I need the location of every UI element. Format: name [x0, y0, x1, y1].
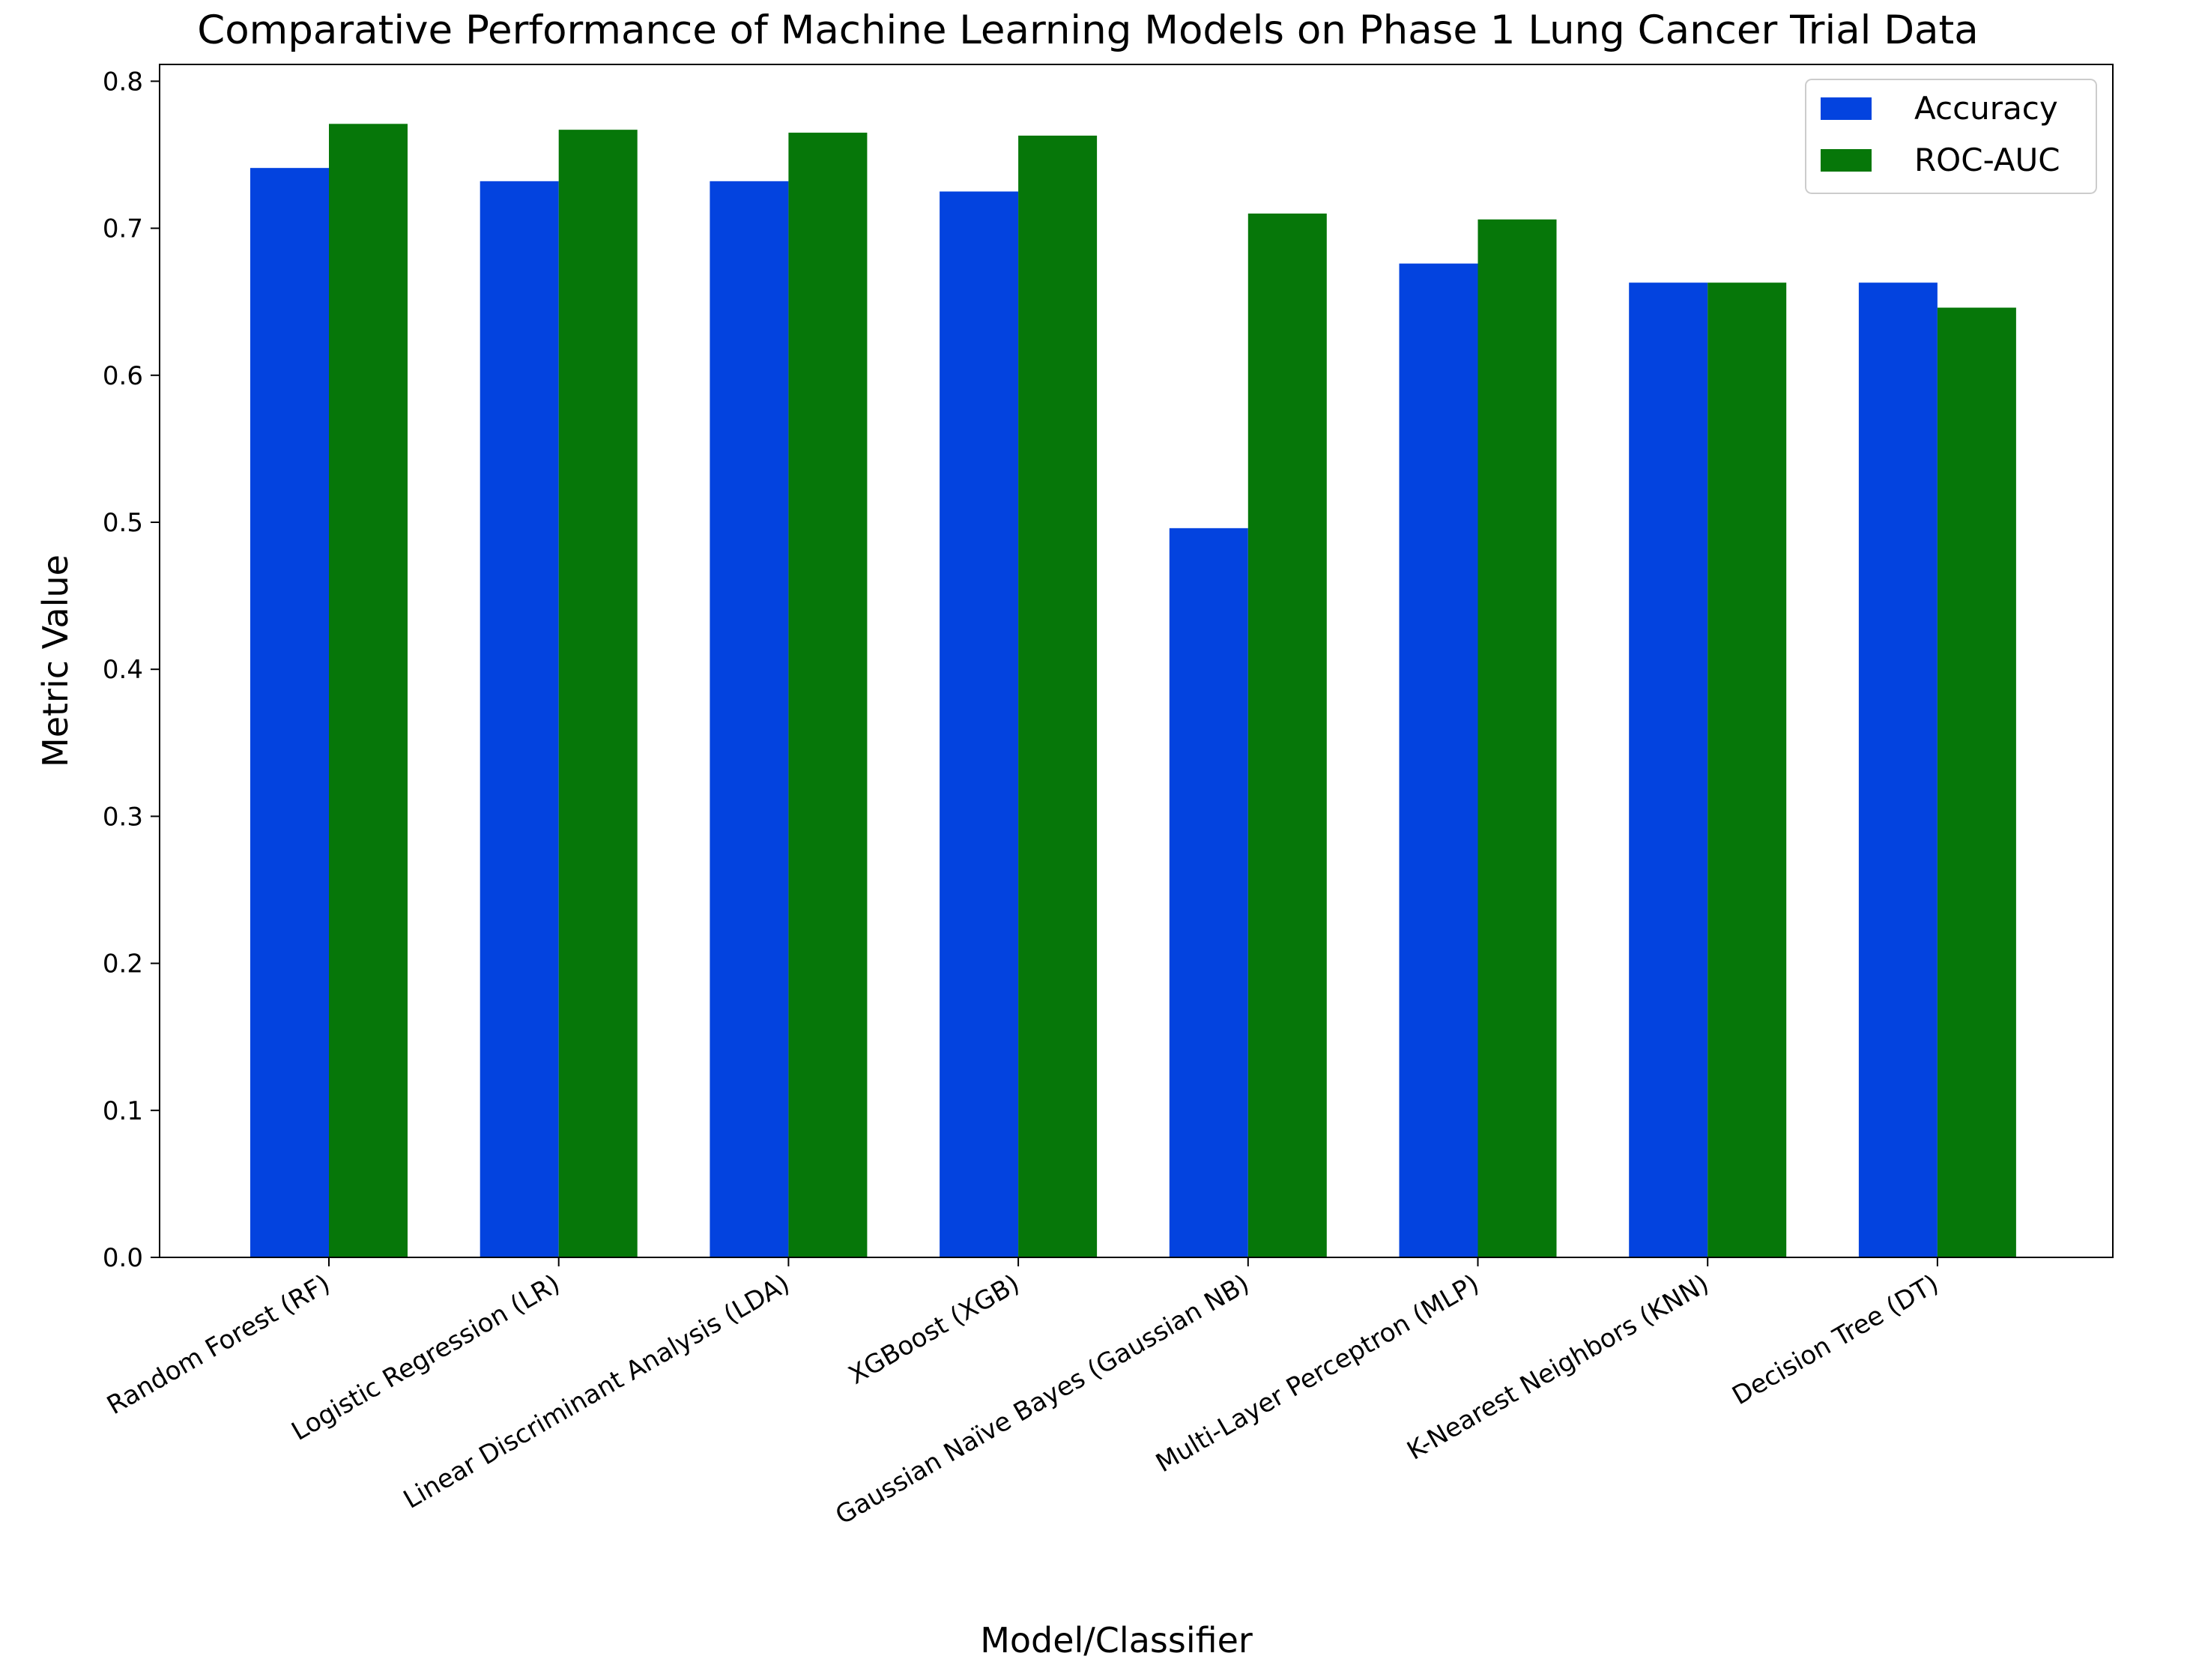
legend-label-accuracy: Accuracy [1914, 90, 2058, 127]
y-tick-label: 0.2 [103, 949, 143, 979]
bar-accuracy-1 [480, 181, 559, 1257]
bar-accuracy-5 [1399, 263, 1478, 1257]
y-tick-label: 0.6 [103, 361, 143, 391]
y-axis-label: Metric Value [35, 555, 76, 767]
legend-label-roc-auc: ROC-AUC [1914, 142, 2060, 178]
bar-roc-auc-7 [1937, 307, 2016, 1258]
y-tick-label: 0.3 [103, 802, 143, 832]
x-tick-label: XGBoost (XGB) [844, 1269, 1025, 1391]
y-tick-label: 0.1 [103, 1096, 143, 1126]
y-tick-label: 0.7 [103, 214, 143, 244]
bar-roc-auc-1 [558, 130, 638, 1257]
bars-layer [250, 124, 2016, 1258]
plot-frame [159, 64, 2114, 1258]
bar-accuracy-2 [710, 181, 789, 1257]
y-tick-label: 0.4 [103, 655, 143, 685]
bar-roc-auc-6 [1708, 282, 1787, 1258]
y-tick-label: 0.5 [103, 508, 143, 538]
chart-title: Comparative Performance of Machine Learn… [197, 7, 1979, 53]
bar-accuracy-0 [250, 168, 329, 1258]
y-tick-label: 0.8 [103, 67, 143, 97]
x-axis-label: Model/Classifier [980, 1620, 1253, 1661]
x-tick-label: Decision Tree (DT) [1727, 1269, 1944, 1411]
y-axis: 0.0 0.1 0.2 0.3 0.4 0.5 0.6 0.7 0.8 [103, 67, 160, 1273]
x-tick-label: Linear Discriminant Analysis (LDA) [399, 1269, 795, 1515]
x-tick-label: Random Forest (RF) [102, 1269, 335, 1421]
y-tick-label: 0.0 [103, 1243, 143, 1273]
legend: Accuracy ROC-AUC [1805, 79, 2097, 194]
bar-accuracy-7 [1858, 282, 1938, 1258]
legend-swatch-roc-auc [1821, 149, 1872, 172]
bar-roc-auc-0 [329, 124, 408, 1258]
x-tick-label: Gaussian Naïve Bayes (Gaussian NB) [831, 1269, 1255, 1531]
legend-box [1805, 79, 2097, 194]
bar-roc-auc-2 [788, 133, 868, 1257]
bar-roc-auc-3 [1018, 135, 1098, 1257]
bar-accuracy-3 [940, 191, 1019, 1257]
bar-accuracy-6 [1629, 282, 1708, 1258]
bar-accuracy-4 [1169, 528, 1248, 1257]
legend-swatch-accuracy [1821, 97, 1872, 120]
bar-roc-auc-5 [1477, 219, 1557, 1257]
x-axis: Random Forest (RF)Logistic Regression (L… [102, 1257, 1944, 1531]
bar-roc-auc-4 [1247, 213, 1327, 1258]
